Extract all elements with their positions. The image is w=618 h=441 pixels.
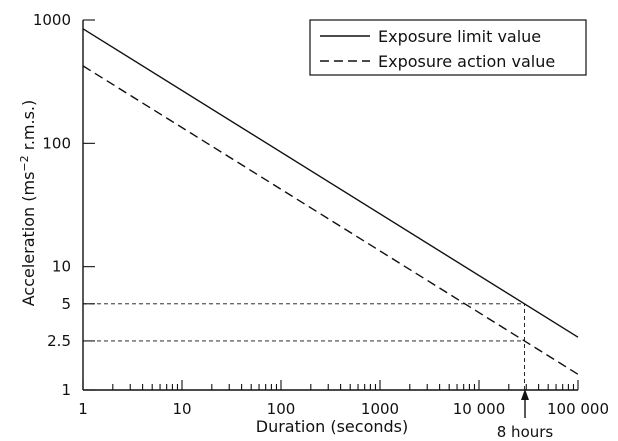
y-tick-label: 10 xyxy=(52,258,71,276)
legend-box xyxy=(309,19,587,76)
series-lines xyxy=(82,28,579,375)
x-tick-label: 100 000 xyxy=(547,400,609,418)
y-tick-label: 2.5 xyxy=(47,332,71,350)
legend-label-action: Exposure action value xyxy=(378,52,555,71)
x-tick-label: 1000 xyxy=(361,400,399,418)
y-axis-title-superscript: −2 xyxy=(18,155,31,171)
y-tick-label: 5 xyxy=(61,295,71,313)
reference-lines xyxy=(83,303,525,390)
eight-hours-annotation: 8 hours xyxy=(497,389,554,441)
legend: Exposure limit value Exposure action val… xyxy=(309,19,587,76)
x-axis-title: Duration (seconds) xyxy=(256,417,408,436)
y-axis-title: Acceleration (ms−2 r.m.s.) xyxy=(18,100,38,307)
y-tick-label: 1000 xyxy=(33,11,71,29)
annotation-label: 8 hours xyxy=(497,423,554,441)
x-tick-label: 1 xyxy=(78,400,88,418)
axes xyxy=(82,20,578,391)
series-line-action xyxy=(82,65,579,375)
x-tick-label: 10 xyxy=(172,400,191,418)
legend-label-limit: Exposure limit value xyxy=(378,27,541,46)
tick-labels: 1 10 100 1000 10 000 100 000 1 2.5 5 10 100 1000 xyxy=(33,11,609,418)
y-tick-label: 100 xyxy=(42,134,71,152)
annotation-arrow-head xyxy=(521,389,529,400)
x-tick-label: 10 000 xyxy=(453,400,506,418)
ticks xyxy=(82,19,579,391)
x-tick-label: 100 xyxy=(267,400,296,418)
series-line-limit xyxy=(82,28,579,338)
y-tick-label: 1 xyxy=(61,381,71,399)
